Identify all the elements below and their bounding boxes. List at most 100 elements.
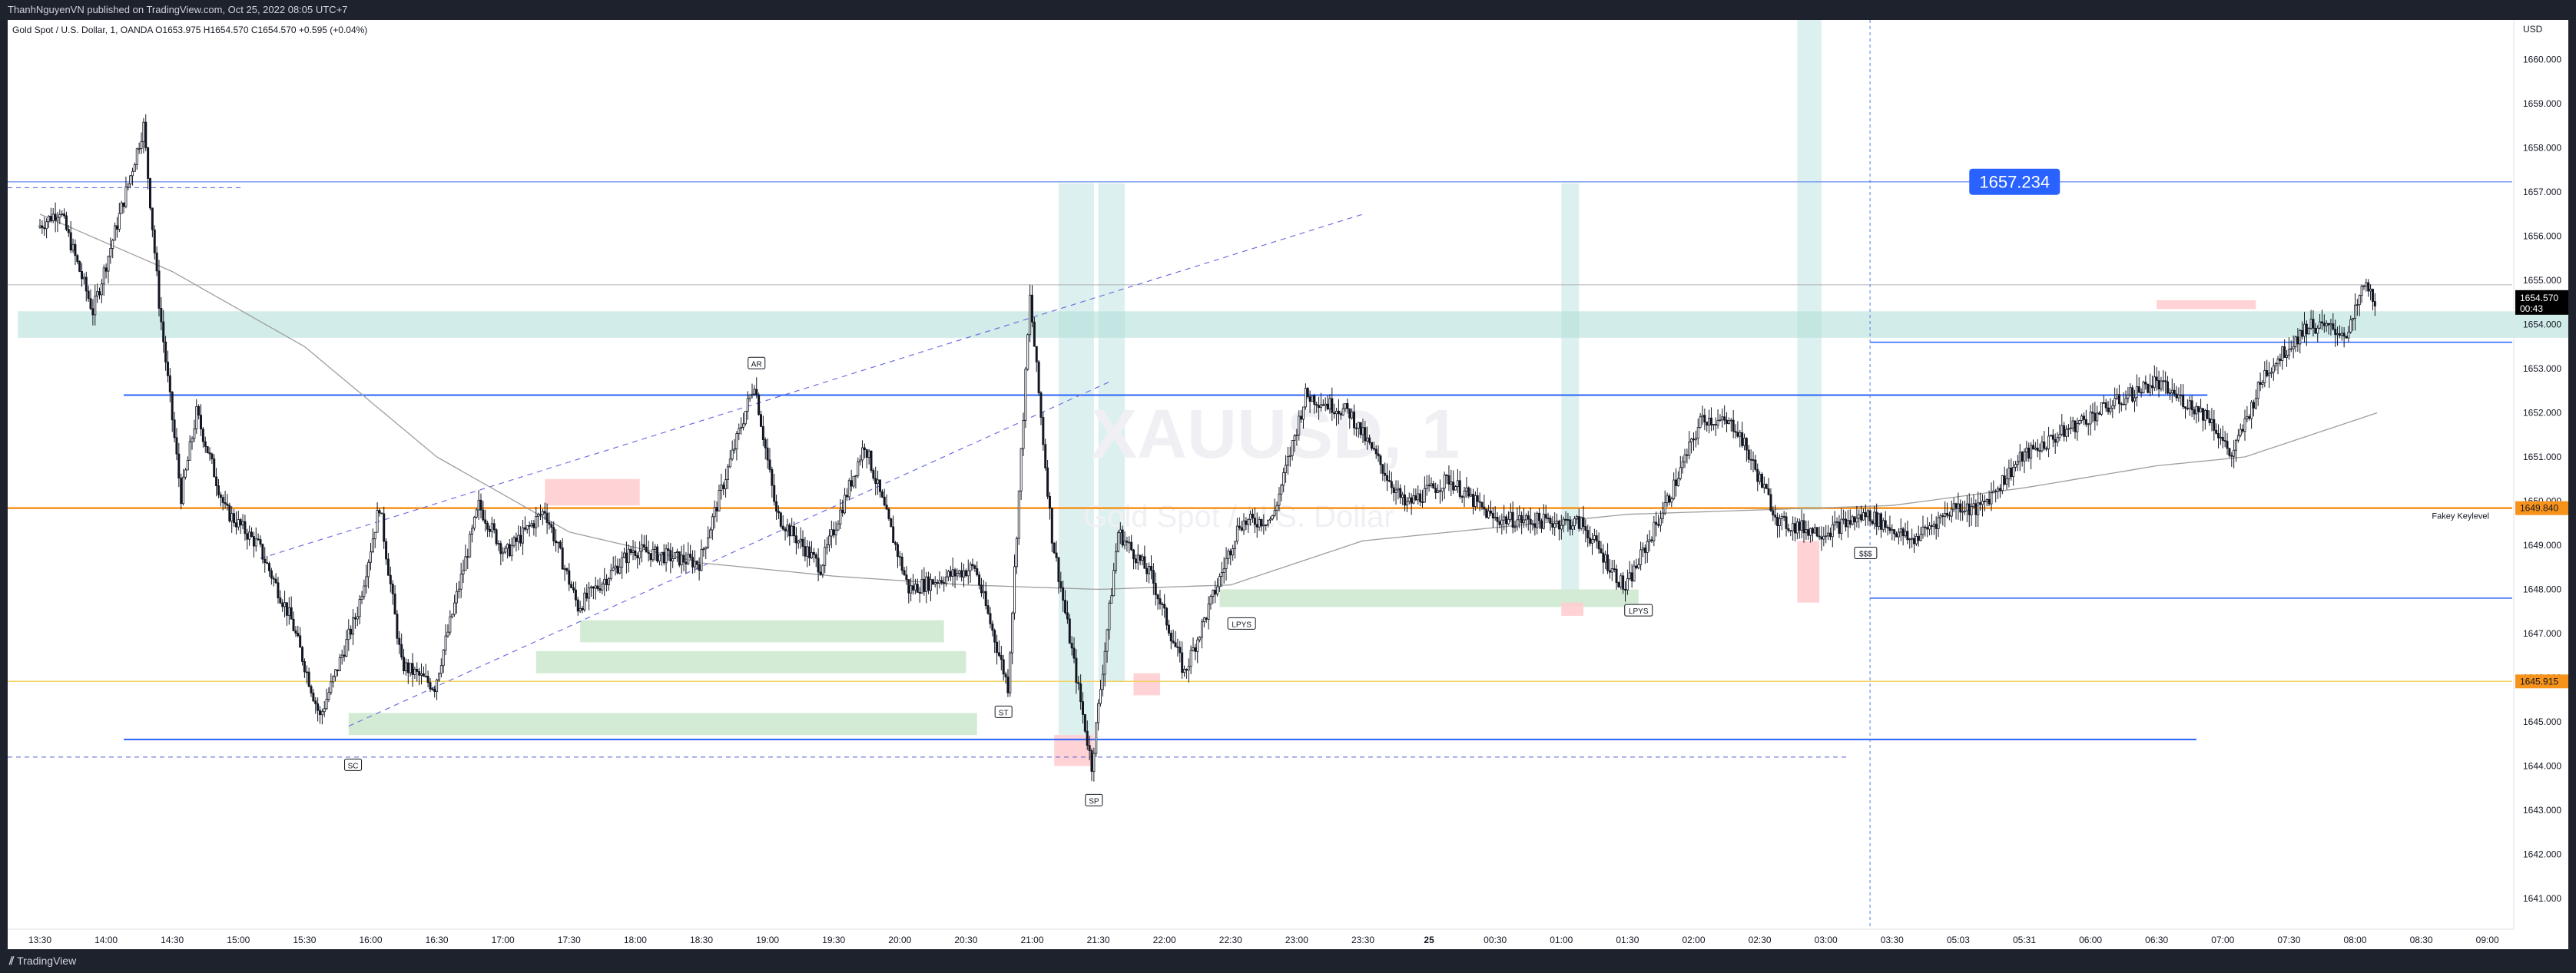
candle-body [221, 497, 224, 503]
candle-body [2135, 386, 2138, 399]
candle-body [82, 276, 85, 280]
price-tick-label: 1660.000 [2523, 55, 2561, 65]
candle-body [2184, 406, 2187, 409]
candle-body [1743, 438, 1746, 446]
zone-0 [18, 311, 2568, 338]
candle-body [1950, 508, 1953, 517]
candle-body [78, 261, 81, 272]
candle-body [1511, 511, 1514, 528]
candle-body [353, 617, 356, 620]
candle-body [1405, 501, 1408, 506]
watermark-symbol: XAUUSD, 1 [1091, 396, 1460, 473]
candle-body [76, 255, 79, 262]
candle-body [1200, 621, 1203, 638]
candle-body [2012, 467, 2015, 478]
price-axis[interactable]: USD 1641.000 1642.000 1643.000 1644.000 1645.… [2513, 20, 2568, 929]
zone-4 [1219, 589, 1639, 607]
candle-body [702, 548, 705, 551]
candle-body [1368, 437, 1371, 443]
candle-body [1864, 512, 1867, 518]
candle-body [1507, 518, 1510, 525]
candle-body [771, 468, 774, 486]
candle-body [257, 538, 260, 541]
candle-body [1845, 518, 1848, 528]
candle-body [504, 548, 507, 553]
candle-body [2030, 445, 2033, 459]
candle-body [1533, 523, 1537, 528]
candle-body [940, 580, 943, 583]
candle-body [1110, 595, 1113, 604]
candle-body [386, 558, 390, 576]
candle-body [1331, 398, 1334, 413]
candle-body [971, 564, 974, 567]
candle-body [2114, 398, 2117, 406]
annotation-box [344, 758, 363, 771]
candle-body [1311, 395, 1314, 402]
candle-body [1042, 417, 1045, 445]
time-tick-label: 01:00 [1550, 935, 1573, 945]
candle-body [1167, 624, 1170, 634]
candle-body [870, 450, 873, 471]
candle-body [2309, 319, 2312, 329]
candlestick-chart[interactable]: XAUUSD, 1 Gold Spot / U.S. Dollar AR ST SC… [8, 20, 2568, 949]
publish-line: ThanhNguyenVN published on TradingView.c… [8, 4, 348, 15]
candle-body [579, 607, 582, 612]
candle-body [532, 523, 535, 528]
candle-body [338, 657, 341, 671]
candle-body [627, 548, 630, 564]
candle-body [883, 496, 886, 506]
candle-body [1703, 415, 1706, 423]
candle-body [1709, 417, 1712, 425]
candle-body [674, 552, 677, 559]
candle-body [285, 602, 288, 616]
candle-body [502, 551, 505, 554]
candle-body [1227, 551, 1230, 559]
candle-body [984, 591, 987, 607]
candle-body [472, 516, 476, 529]
candle-body [824, 547, 827, 566]
candle-body [576, 599, 579, 612]
candle-body [41, 225, 44, 229]
candle-body [2063, 425, 2066, 437]
candle-body [1529, 518, 1532, 525]
candle-body [543, 511, 546, 514]
candle-body [1815, 527, 1818, 537]
left-frame-border [0, 20, 8, 949]
candle-body [1480, 501, 1484, 508]
candle-body [541, 511, 544, 515]
candle-body [2031, 445, 2034, 450]
candle-body [1298, 415, 1301, 435]
candle-body [1377, 453, 1380, 457]
candle-body [292, 618, 295, 631]
candle-body [740, 427, 743, 429]
candle-body [837, 523, 840, 531]
candle-body [1245, 520, 1248, 525]
candle-body [1540, 520, 1543, 529]
candle-body [1739, 432, 1742, 437]
candle-body [720, 485, 723, 491]
time-tick-label: 19:30 [822, 935, 845, 945]
annotation-label: SC [348, 762, 359, 770]
candle-body [850, 480, 853, 487]
candle-body [378, 510, 381, 514]
candle-body [1011, 612, 1014, 654]
candle-body [1487, 510, 1490, 518]
candle-body [219, 494, 222, 498]
candle-body [2150, 385, 2153, 389]
zones-layer [18, 20, 2568, 766]
candle-body [806, 546, 809, 557]
candle-body [925, 576, 928, 592]
candle-body [1624, 588, 1627, 591]
time-axis[interactable]: 13:30 14:00 14:30 15:00 15:30 16:00 16:30 17:00… [8, 928, 2514, 945]
candle-body [2054, 439, 2057, 443]
candle-body [1467, 487, 1470, 497]
candle-body [1324, 403, 1327, 406]
candle-body [951, 569, 954, 577]
candle-body [2168, 392, 2171, 395]
candle-body [2170, 389, 2173, 394]
candle-body [660, 551, 663, 555]
annotation-box [1854, 546, 1878, 559]
candle-body [367, 561, 370, 578]
candle-body [2259, 382, 2262, 385]
time-tick-label: 08:30 [2410, 935, 2433, 945]
